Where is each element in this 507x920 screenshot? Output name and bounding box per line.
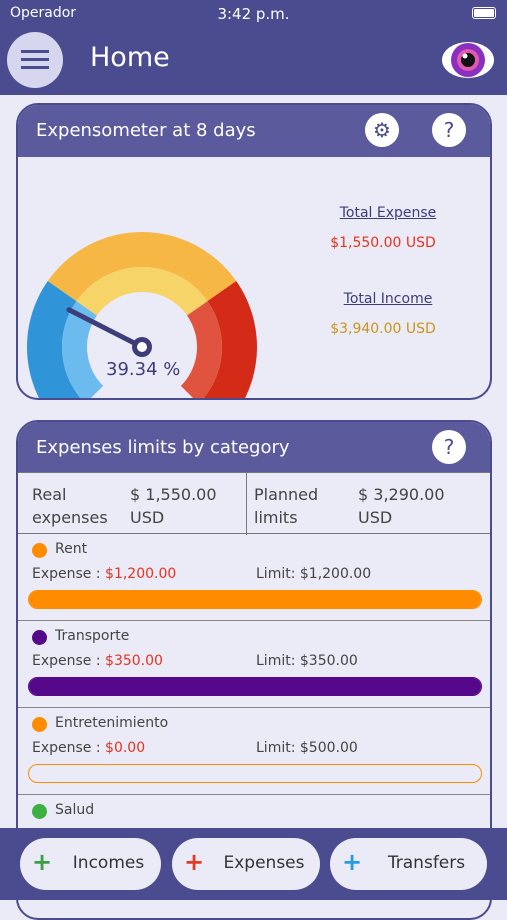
carrier: Operador	[10, 5, 77, 21]
gauge-segment	[180, 301, 222, 398]
progress-bar	[28, 764, 482, 783]
plus-icon: +	[184, 848, 205, 876]
nav-button[interactable]: + Expenses	[172, 838, 320, 890]
real-label: Real expenses	[32, 485, 108, 527]
expense-line: Expense : $350.00	[32, 653, 163, 669]
menu-button[interactable]	[7, 32, 63, 88]
category-row: Entretenimiento Expense : $0.00 Limit: $50…	[18, 708, 490, 795]
total-expense-label: Total Expense	[339, 205, 437, 221]
category-name: Salud	[55, 802, 95, 818]
category-dot	[32, 717, 47, 732]
expense-line: Expense : $0.00	[32, 740, 145, 756]
card-title: Expensometer at 8 days	[36, 120, 256, 141]
expense-label: Expense :	[32, 740, 101, 756]
planned-label: Planned limits	[254, 485, 319, 527]
limit: Limit: $1,200.00	[256, 566, 372, 582]
page-title: Home	[90, 42, 170, 73]
progress-fill	[29, 591, 481, 608]
real-value: $ 1,550.00 USD	[130, 485, 217, 527]
gauge-segment	[62, 301, 104, 398]
expense-value: $0.00	[105, 740, 146, 756]
category-dot	[32, 630, 47, 645]
gauge-segment	[76, 267, 208, 316]
expense-line: Expense : $1,200.00	[32, 566, 176, 582]
nav-label: Transfers	[387, 853, 466, 873]
total-income-label: Total Income	[343, 291, 433, 307]
total-income: $3,940.00 USD	[330, 321, 436, 337]
expense-value: $350.00	[105, 653, 163, 669]
gauge	[27, 232, 257, 398]
expense-label: Expense :	[32, 566, 101, 582]
plus-icon: +	[32, 848, 53, 876]
card-title: Expenses limits by category	[36, 437, 290, 458]
header-bar: Operador 3:42 p.m. Home	[0, 0, 507, 95]
summary-row: Real expenses $ 1,550.00 USD Planned lim…	[18, 472, 490, 535]
nav-label: Expenses	[223, 853, 305, 873]
category-name: Entretenimiento	[55, 715, 169, 731]
nav-label: Incomes	[72, 853, 145, 873]
plus-icon: +	[342, 848, 363, 876]
total-expense: $1,550.00 USD	[330, 235, 436, 251]
limit: Limit: $350.00	[256, 653, 358, 669]
category-dot	[32, 543, 47, 558]
card-header: Expenses limits by category	[18, 422, 490, 472]
nav-button[interactable]: + Incomes	[20, 838, 161, 890]
battery	[472, 7, 496, 19]
eye-button[interactable]	[440, 34, 496, 86]
category-row: Transporte Expense : $350.00 Limit: $350.0…	[18, 621, 490, 708]
expense-value: $1,200.00	[105, 566, 177, 582]
limit: Limit: $500.00	[256, 740, 358, 756]
category-name: Transporte	[55, 628, 130, 644]
progress-fill	[29, 678, 481, 695]
nav-button[interactable]: + Transfers	[330, 838, 487, 890]
help-button[interactable]: ?	[432, 430, 466, 464]
clock: 3:42 p.m.	[217, 5, 290, 23]
gauge-segment	[203, 281, 257, 398]
progress-bar	[28, 590, 482, 609]
expense-label: Expense :	[32, 653, 101, 669]
category-row: Rent Expense : $1,200.00 Limit: $1,200.00	[18, 534, 490, 621]
gauge-label: 39.34 %	[106, 359, 181, 380]
category-name: Rent	[55, 541, 88, 557]
expensometer-card: Expensometer at 8 days ⚙ ? 39.34 % Total…	[16, 103, 492, 400]
progress-bar	[28, 677, 482, 696]
card-header: Expensometer at 8 days	[18, 105, 490, 157]
gauge-segment	[47, 232, 237, 302]
gauge-needle	[66, 307, 145, 350]
planned-value: $ 3,290.00 USD	[358, 485, 445, 527]
gauge-hub-inner	[137, 342, 147, 352]
settings-button[interactable]: ⚙	[365, 113, 399, 147]
category-dot	[32, 804, 47, 819]
help-button[interactable]: ?	[432, 113, 466, 147]
